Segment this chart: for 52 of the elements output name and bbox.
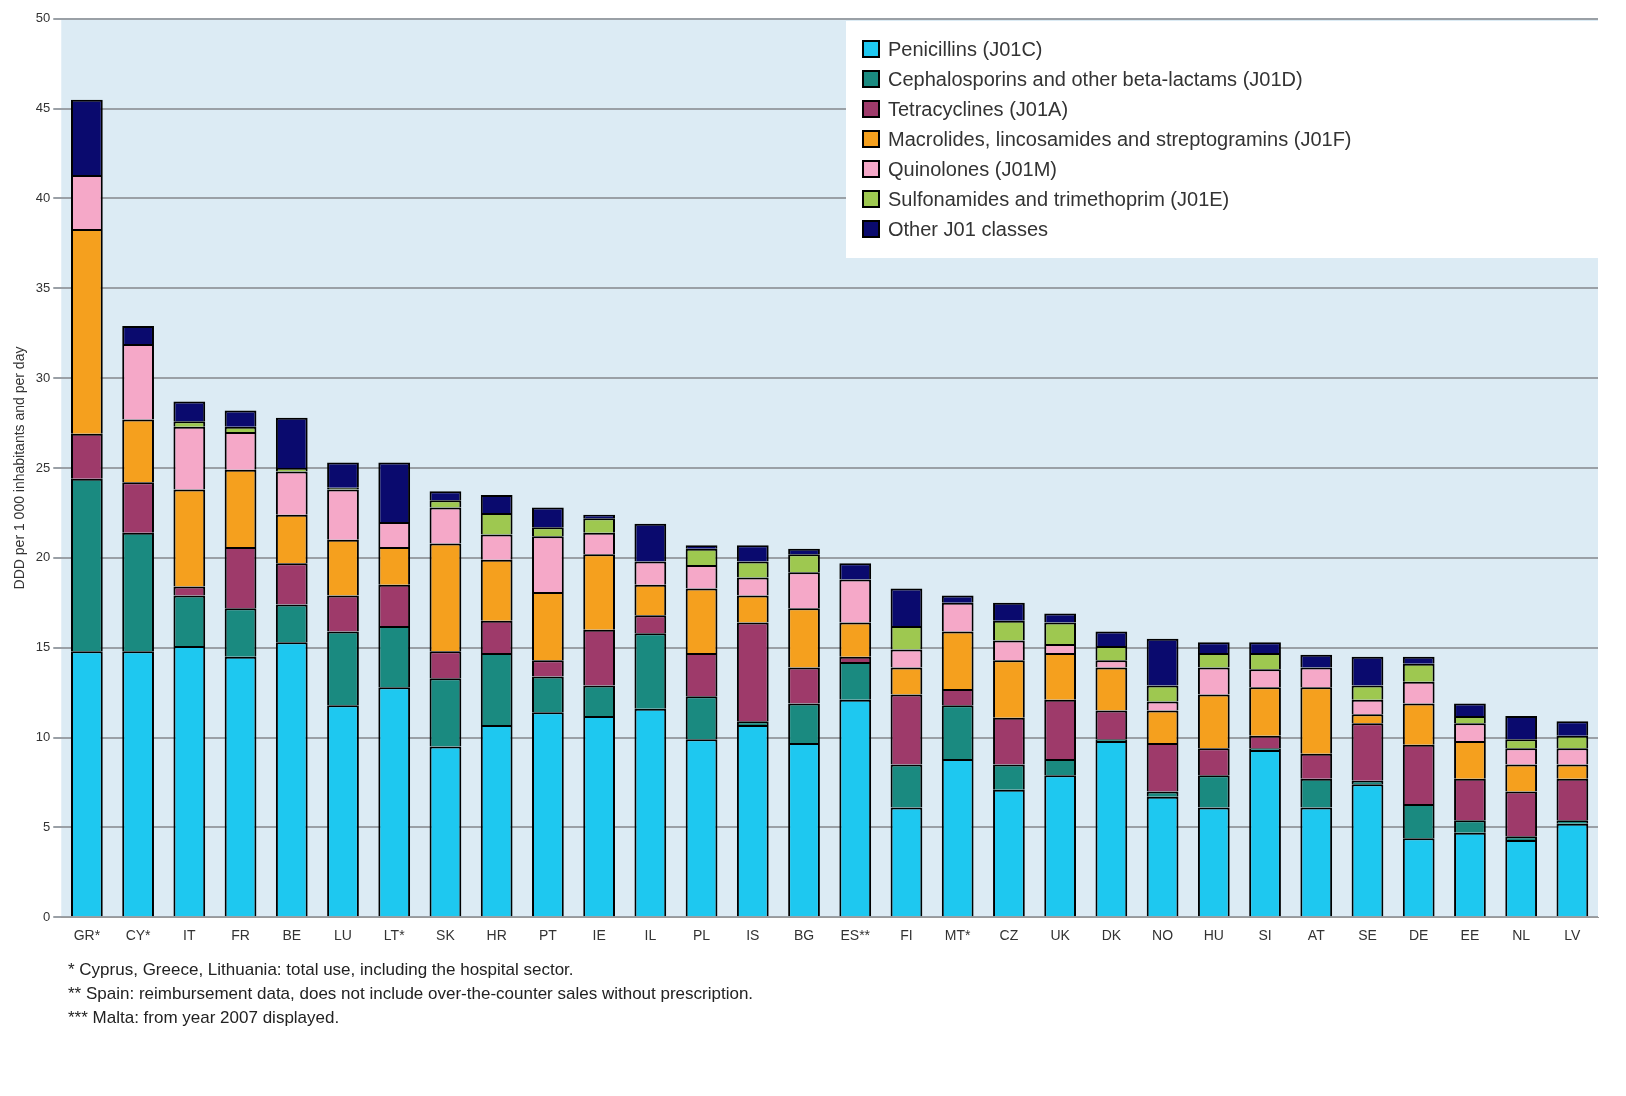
y-tick-label: 45 [35, 100, 51, 116]
y-tick-label: 0 [43, 908, 51, 924]
x-tick-label: BE [282, 927, 302, 944]
y-axis-title: DDD per 1 000 inhabitants and per day [11, 346, 28, 590]
legend-label: Quinolones (J01M) [888, 157, 1057, 181]
legend-label: Tetracyclines (J01A) [888, 97, 1069, 121]
x-tick-label: NO [1152, 927, 1174, 944]
legend-label: Macrolides, lincosamides and streptogramins (J01F) [888, 127, 1352, 151]
x-tick-label: IT [183, 927, 196, 944]
y-tick-label: 40 [35, 190, 51, 206]
x-tick-label: NL [1512, 927, 1531, 944]
y-tick-label: 20 [35, 549, 51, 565]
x-tick-label: DK [1101, 927, 1122, 944]
x-tick-label: AT [1307, 927, 1326, 944]
x-tick-label: IE [592, 927, 606, 944]
legend-label: Other J01 classes [888, 217, 1049, 241]
x-tick-label: FR [231, 927, 250, 944]
x-tick-label: MT* [944, 927, 972, 944]
y-tick-label: 25 [35, 459, 51, 475]
legend-label: Penicillins (J01C) [888, 37, 1043, 61]
x-tick-label: GR* [73, 927, 101, 944]
x-tick-label: PL [693, 927, 711, 944]
x-tick-label: FI [900, 927, 913, 944]
x-tick-label: HU [1203, 927, 1224, 944]
x-tick-label: EE [1460, 927, 1480, 944]
text: * Cyprus, Greece, Lithuania: total use, including the hospital sector. [68, 959, 575, 981]
x-tick-label: LV [1564, 927, 1582, 944]
x-tick-label: BG [793, 927, 815, 944]
legend-label: Sulfonamides and trimethoprim (J01E) [888, 187, 1230, 211]
y-tick-label: 35 [35, 279, 51, 295]
x-tick-label: IS [746, 927, 760, 944]
x-tick-label: DE [1408, 927, 1429, 944]
x-tick-label: LU [334, 927, 352, 944]
text: ** Spain: reimbursement data, does not include over-the-counter sales without prescription. [68, 983, 755, 1005]
y-tick-label: 5 [43, 818, 51, 834]
text: *** Malta: from year 2007 displayed. [68, 1007, 341, 1029]
legend-label: Cephalosporins and other beta-lactams (J01D) [888, 67, 1303, 91]
x-tick-label: CY* [125, 927, 152, 944]
x-tick-label: HR [486, 927, 507, 944]
x-tick-label: IL [644, 927, 657, 944]
y-tick-label: 15 [35, 639, 51, 655]
x-tick-label: PT [538, 927, 558, 944]
x-tick-label: SE [1358, 927, 1377, 944]
x-tick-label: SI [1258, 927, 1272, 944]
x-tick-label: SK [436, 927, 456, 944]
y-tick-label: 30 [35, 369, 51, 385]
x-tick-label: CZ [999, 927, 1019, 944]
x-tick-label: LT* [383, 927, 406, 944]
x-tick-label: UK [1050, 927, 1071, 944]
y-tick-label: 10 [35, 729, 51, 745]
y-tick-label: 50 [35, 10, 51, 26]
x-tick-label: ES** [840, 927, 871, 944]
